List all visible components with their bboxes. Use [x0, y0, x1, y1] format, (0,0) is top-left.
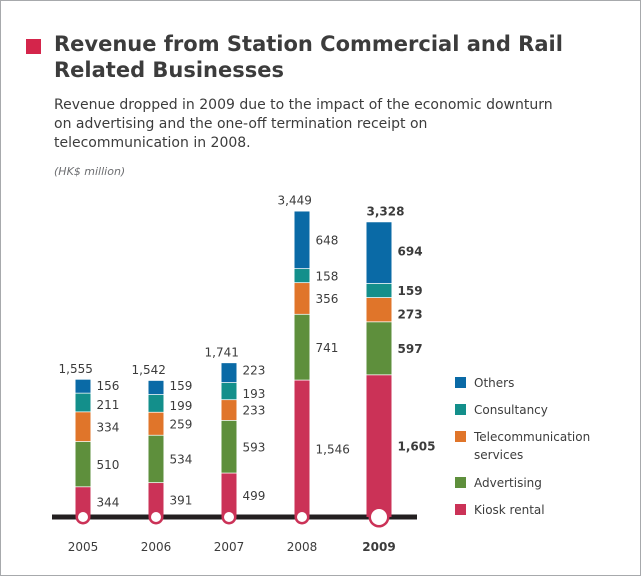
bar-segment-others — [294, 210, 310, 269]
total-label: 1,555 — [59, 362, 93, 376]
legend-label: Advertising — [474, 476, 542, 490]
legend-swatch — [455, 504, 466, 515]
axis-marker-hole — [224, 512, 234, 522]
data-label: 273 — [398, 307, 423, 321]
bar-segment-consultancy — [366, 283, 392, 298]
data-label: 156 — [97, 379, 120, 393]
bar-segment-others — [221, 362, 237, 383]
legend-label: Telecommunication services — [473, 430, 590, 462]
bar-segment-telecommunication-services — [75, 411, 91, 442]
data-label: 159 — [398, 284, 423, 298]
bar-segment-telecommunication-services — [148, 411, 164, 435]
bar-segment-advertising — [221, 420, 237, 473]
data-label: 233 — [243, 404, 266, 418]
bar-segment-others — [75, 378, 91, 393]
axis-marker-hole — [371, 509, 387, 525]
data-label: 510 — [97, 458, 120, 472]
data-label: 593 — [243, 440, 266, 454]
legend-label: Kiosk rental — [474, 503, 545, 517]
bar-segment-consultancy — [221, 382, 237, 400]
total-label: 1,741 — [205, 345, 239, 359]
data-label: 344 — [97, 496, 120, 510]
legend-swatch — [455, 377, 466, 388]
data-label: 259 — [170, 417, 193, 431]
data-label: 597 — [398, 342, 423, 356]
bar-segment-kiosk-rental — [148, 482, 164, 517]
bar-segment-kiosk-rental — [366, 374, 392, 517]
bar-segment-telecommunication-services — [366, 297, 392, 322]
axis-marker-hole — [151, 512, 161, 522]
chart-title: Revenue from Station Commercial and Rail… — [54, 32, 563, 82]
chart-subtitle: Revenue dropped in 2009 due to the impac… — [54, 97, 553, 151]
total-label: 3,328 — [367, 204, 405, 218]
data-label: 499 — [243, 489, 266, 503]
data-label: 158 — [316, 269, 339, 283]
legend-swatch — [455, 477, 466, 488]
bar-segment-telecommunication-services — [294, 282, 310, 314]
axis-marker-hole — [78, 512, 88, 522]
bar-segment-others — [148, 380, 164, 395]
data-label: 223 — [243, 363, 266, 377]
data-label: 193 — [243, 387, 266, 401]
data-label: 741 — [316, 341, 339, 355]
category-label: 2005 — [68, 540, 99, 554]
data-label: 199 — [170, 399, 193, 413]
bar-segment-kiosk-rental — [75, 486, 91, 517]
legend-swatch — [455, 404, 466, 415]
data-label: 534 — [170, 453, 193, 467]
data-label: 694 — [398, 244, 423, 258]
bar-segment-telecommunication-services — [221, 399, 237, 421]
category-label: 2008 — [287, 540, 318, 554]
data-label: 1,546 — [316, 442, 350, 456]
bar-segment-consultancy — [148, 394, 164, 412]
bar-segment-advertising — [294, 313, 310, 380]
data-label: 211 — [97, 398, 120, 412]
category-label: 2007 — [214, 540, 245, 554]
total-label: 1,542 — [132, 363, 166, 377]
legend-label: Consultancy — [474, 403, 548, 417]
unit-label: (HK$ million) — [54, 165, 126, 178]
legend-swatch — [455, 431, 466, 442]
data-label: 1,605 — [398, 440, 436, 454]
bar-segment-kiosk-rental — [294, 379, 310, 517]
bar-segment-advertising — [75, 441, 91, 487]
axis-marker-hole — [297, 512, 307, 522]
data-label: 334 — [97, 420, 120, 434]
category-label: 2006 — [141, 540, 172, 554]
bar-segment-others — [366, 221, 392, 284]
total-label: 3,449 — [278, 194, 312, 208]
category-label: 2009 — [362, 540, 395, 554]
title-marker — [26, 39, 41, 54]
bar-segment-kiosk-rental — [221, 472, 237, 517]
data-label: 391 — [170, 494, 193, 508]
bar-segment-consultancy — [75, 392, 91, 412]
bar-segment-consultancy — [294, 268, 310, 283]
data-label: 648 — [316, 234, 339, 248]
data-label: 159 — [170, 379, 193, 393]
legend-label: Others — [474, 376, 514, 390]
data-label: 356 — [316, 292, 339, 306]
bar-segment-advertising — [148, 434, 164, 483]
bar-segment-advertising — [366, 321, 392, 375]
